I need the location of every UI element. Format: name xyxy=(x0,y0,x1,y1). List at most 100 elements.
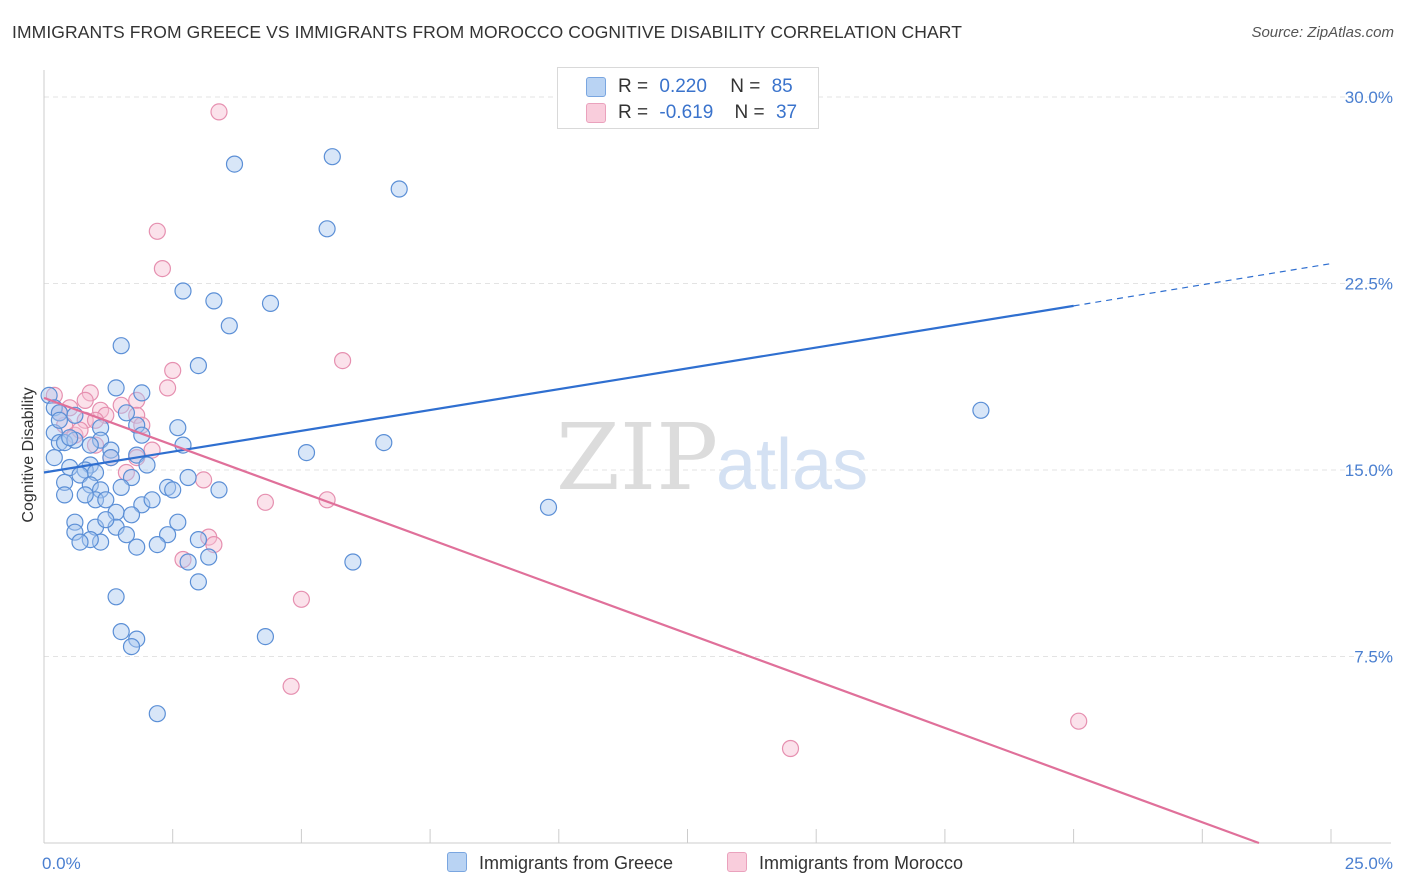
point-morocco-1 xyxy=(148,222,166,240)
point-greece-40 xyxy=(112,478,130,496)
point-greece-60 xyxy=(148,535,166,554)
point-greece-38 xyxy=(81,476,99,494)
legend-greece-r-value: 0.220 xyxy=(659,76,707,97)
point-greece-66 xyxy=(107,588,125,606)
legend-greece-r-label: R = xyxy=(618,76,649,97)
legend-morocco-n-label: N = xyxy=(734,102,765,123)
bottom-legend-greece: Immigrants from Greece xyxy=(447,852,673,874)
point-greece-71 xyxy=(148,705,166,723)
bottom-legend-label-morocco: Immigrants from Morocco xyxy=(759,853,964,873)
point-greece-26 xyxy=(375,434,393,452)
trend-line-greece-extension xyxy=(1073,263,1332,307)
bottom-legend-swatch-greece xyxy=(447,852,467,872)
point-greece-57 xyxy=(81,530,99,549)
legend-swatch-greece xyxy=(586,77,606,97)
y-tick-label-0: 7.5% xyxy=(1354,648,1393,667)
point-morocco-32 xyxy=(282,677,300,695)
point-greece-24 xyxy=(91,431,110,449)
legend-morocco-r-value: -0.619 xyxy=(659,102,714,123)
point-morocco-14 xyxy=(128,406,146,424)
point-greece-22 xyxy=(55,434,74,452)
axes xyxy=(43,70,1391,844)
point-greece-42 xyxy=(164,481,182,499)
point-morocco-3 xyxy=(334,352,352,370)
point-morocco-20 xyxy=(86,436,105,454)
point-greece-6 xyxy=(261,294,280,312)
watermark-zip: ZIP xyxy=(556,404,718,511)
point-greece-36 xyxy=(179,468,197,487)
point-greece-1 xyxy=(323,148,341,166)
legend-morocco-n-value: 37 xyxy=(775,102,798,123)
point-greece-49 xyxy=(122,506,141,524)
point-morocco-25 xyxy=(195,471,213,489)
point-greece-4 xyxy=(174,282,192,300)
watermark-atlas: atlas xyxy=(716,425,868,505)
point-greece-65 xyxy=(189,573,207,591)
y-axis-label: Cognitive Disability xyxy=(20,387,37,522)
x-tick-label-0: 0.0% xyxy=(42,854,81,873)
point-greece-77 xyxy=(76,486,94,504)
trend-lines xyxy=(43,263,1332,845)
point-morocco-0 xyxy=(210,103,228,121)
point-greece-69 xyxy=(122,637,141,656)
point-morocco-2 xyxy=(153,260,171,278)
point-greece-0 xyxy=(225,155,244,173)
source-label: Source: ZipAtlas.com xyxy=(1251,24,1394,41)
point-greece-54 xyxy=(169,513,187,531)
y-tick-label-1: 15.0% xyxy=(1345,461,1393,480)
point-greece-58 xyxy=(71,533,89,551)
point-greece-61 xyxy=(189,530,207,549)
trend-line-morocco xyxy=(43,396,1260,845)
point-greece-5 xyxy=(205,292,223,310)
point-greece-75 xyxy=(61,429,79,447)
point-greece-78 xyxy=(97,511,115,529)
tick-labels: 7.5% 15.0% 22.5% 30.0% 0.0% 25.0% xyxy=(42,88,1393,873)
watermark: ZIP atlas xyxy=(556,404,868,511)
point-greece-3 xyxy=(318,220,336,238)
point-greece-35 xyxy=(122,468,141,487)
y-tick-label-2: 22.5% xyxy=(1345,275,1393,294)
point-greece-8 xyxy=(112,337,130,355)
legend-greece-n-value: 85 xyxy=(771,76,793,97)
bottom-legend-label-greece: Immigrants from Greece xyxy=(479,853,674,873)
point-greece-37 xyxy=(55,473,74,491)
point-morocco-33 xyxy=(1070,712,1088,730)
point-greece-55 xyxy=(159,526,177,544)
chart-title: IMMIGRANTS FROM GREECE VS IMMIGRANTS FRO… xyxy=(12,22,962,42)
point-morocco-4 xyxy=(164,361,182,380)
bottom-legend-morocco: Immigrants from Morocco xyxy=(727,852,963,874)
point-greece-80 xyxy=(138,456,156,474)
point-morocco-31 xyxy=(292,590,310,608)
point-greece-10 xyxy=(107,379,125,397)
point-greece-63 xyxy=(179,553,197,571)
point-greece-11 xyxy=(133,384,151,402)
grid-lines xyxy=(44,96,1392,657)
point-greece-64 xyxy=(344,553,362,571)
point-greece-70 xyxy=(256,627,274,646)
point-morocco-34 xyxy=(781,739,800,758)
point-morocco-26 xyxy=(256,493,274,511)
trend-line-greece xyxy=(43,304,1074,474)
point-greece-47 xyxy=(133,496,151,514)
point-greece-84 xyxy=(143,491,161,509)
point-greece-79 xyxy=(117,526,136,544)
point-greece-76 xyxy=(45,449,63,467)
legend-greece-n-label: N = xyxy=(730,76,761,97)
x-tick-label-1: 25.0% xyxy=(1345,854,1393,873)
point-greece-82 xyxy=(81,436,99,454)
point-greece-59 xyxy=(128,538,146,556)
point-greece-16 xyxy=(128,416,146,434)
point-greece-53 xyxy=(66,523,84,541)
point-greece-62 xyxy=(200,548,218,566)
point-greece-56 xyxy=(91,533,110,551)
point-morocco-8 xyxy=(76,391,94,409)
point-greece-72 xyxy=(539,498,558,516)
point-greece-44 xyxy=(55,486,74,504)
point-greece-17 xyxy=(169,419,187,437)
point-greece-46 xyxy=(97,491,115,509)
legend-swatch-morocco xyxy=(586,103,606,123)
point-greece-43 xyxy=(210,481,228,499)
point-morocco-5 xyxy=(159,379,177,397)
point-greece-2 xyxy=(390,180,408,198)
stats-legend: R = 0.220 N = 85 R = -0.619 N = 37 xyxy=(557,67,819,129)
